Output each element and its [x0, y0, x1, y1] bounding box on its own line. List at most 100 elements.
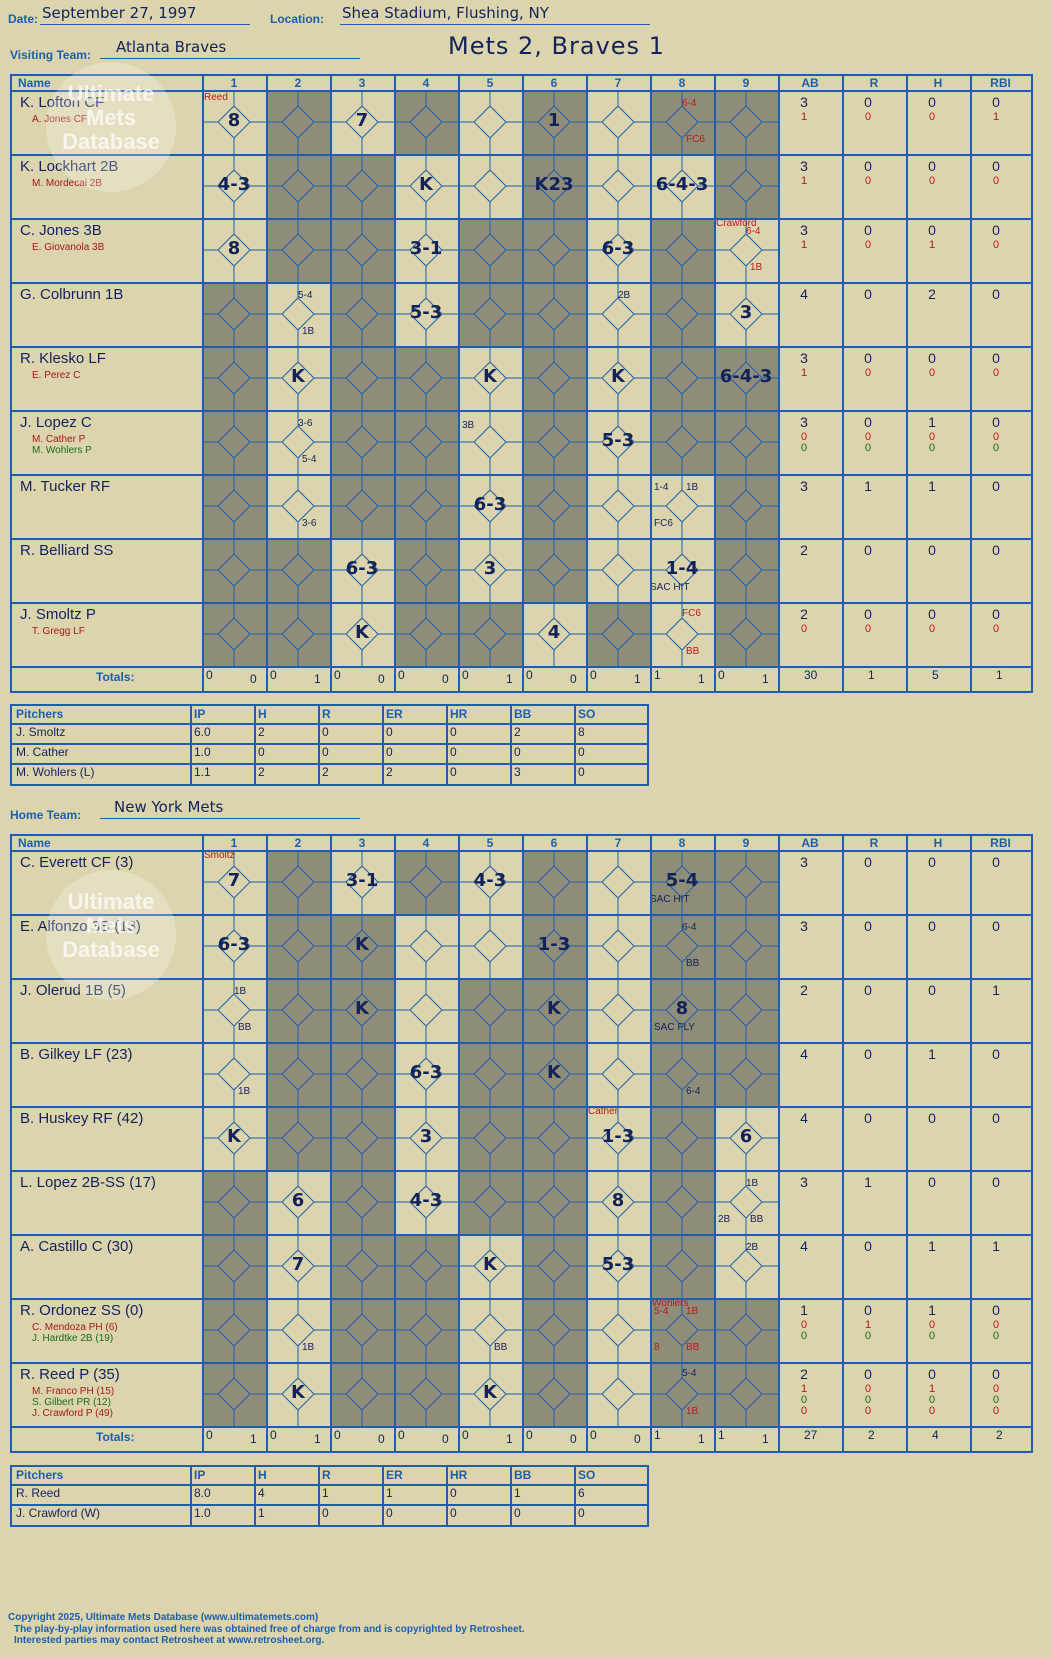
diamond-icon — [202, 978, 266, 1042]
batter-h: 0 — [928, 606, 936, 622]
play-result: K — [227, 1126, 241, 1147]
inning-hits: 0 — [570, 1432, 577, 1446]
diamond-icon — [586, 282, 650, 346]
play-note: 5-4 — [298, 290, 313, 301]
play-note: Reed — [204, 92, 228, 103]
inning-cell: 3B — [458, 410, 522, 474]
inning-cell: 1 — [522, 90, 586, 154]
date-label: Date: — [8, 12, 39, 26]
grid-line — [202, 836, 204, 1451]
inning-hits: 0 — [570, 672, 577, 686]
batter-h: 0 — [928, 222, 936, 238]
batter-h: 0 — [928, 1366, 936, 1382]
play-note: 1B — [686, 1406, 699, 1417]
inning-cell — [458, 1106, 522, 1170]
pitcher-er: 0 — [386, 725, 393, 739]
diamond-icon — [714, 914, 778, 978]
batter-h: 0 — [928, 94, 936, 110]
diamond-icon — [458, 90, 522, 154]
diamond-icon — [714, 282, 778, 346]
inning-cell — [458, 154, 522, 218]
diamond-icon — [650, 538, 714, 602]
diamond-icon — [266, 218, 330, 282]
pitcher-hr: 0 — [450, 745, 457, 759]
column-header: 1 — [230, 76, 238, 90]
batter-h: 0 — [928, 1110, 936, 1126]
play-result: 6-3 — [217, 934, 251, 955]
substitute-name: E. Perez C — [32, 370, 81, 381]
inning-cell — [330, 154, 394, 218]
batter-name: A. Castillo C (30) — [20, 1238, 134, 1255]
diamond-icon — [458, 914, 522, 978]
column-header: 2 — [294, 836, 302, 850]
inning-runs: 1 — [654, 1428, 661, 1442]
watermark-bottom: Ultimate Mets Database — [46, 870, 176, 1000]
batter-name: B. Gilkey LF (23) — [20, 1046, 133, 1063]
pitcher-column-header: ER — [386, 707, 403, 721]
pitcher-column-header: BB — [514, 707, 532, 721]
inning-cell: 2B — [586, 282, 650, 346]
batter-r: 0 — [864, 442, 872, 454]
diamond-icon — [650, 1362, 714, 1426]
batter-rbi: 0 — [992, 367, 1000, 379]
inning-cell — [458, 1042, 522, 1106]
batter-r: 0 — [864, 1366, 872, 1382]
grid-line — [510, 706, 512, 784]
play-note: SAC HIT — [650, 894, 690, 905]
diamond-icon — [266, 474, 330, 538]
inning-cell: 3 — [714, 282, 778, 346]
play-result: 3-1 — [345, 870, 379, 891]
batter-ab: 1 — [800, 175, 808, 187]
diamond-icon — [266, 1042, 330, 1106]
play-note: FC6 — [682, 608, 701, 619]
diamond-icon — [394, 1170, 458, 1234]
diamond-icon — [266, 1362, 330, 1426]
home-team-label: Home Team: — [10, 808, 82, 822]
grid-line — [12, 218, 1031, 220]
grid-line — [650, 836, 652, 1451]
inning-cell: 6-3 — [586, 218, 650, 282]
batter-ab: 0 — [800, 623, 808, 635]
batter-rbi: 1 — [992, 1238, 1000, 1254]
play-note: 1B — [238, 1086, 251, 1097]
batter-ab: 4 — [800, 1046, 808, 1062]
batter-rbi: 0 — [992, 1110, 1000, 1126]
diamond-icon — [266, 90, 330, 154]
inning-cell — [266, 978, 330, 1042]
diamond-icon — [330, 978, 394, 1042]
pitcher-r: 1 — [322, 1486, 329, 1500]
diamond-icon — [458, 1106, 522, 1170]
inning-cell: 6-4-3 — [714, 346, 778, 410]
diamond-icon — [586, 218, 650, 282]
batter-name: J. Olerud 1B (5) — [20, 982, 126, 999]
home-team-underline — [100, 818, 360, 819]
batter-ab: 0 — [800, 1319, 808, 1331]
diamond-icon — [266, 538, 330, 602]
batter-name: R. Belliard SS — [20, 542, 114, 559]
inning-hits: 1 — [634, 672, 641, 686]
inning-cell — [394, 850, 458, 914]
inning-cell — [330, 474, 394, 538]
location-label: Location: — [270, 12, 324, 26]
inning-cell: K — [522, 1042, 586, 1106]
inning-cell: 6-3 — [458, 474, 522, 538]
diamond-icon — [394, 1234, 458, 1298]
inning-runs: 0 — [590, 668, 597, 682]
diamond-icon — [650, 154, 714, 218]
pitcher-column-header: R — [322, 707, 331, 721]
batter-rbi: 0 — [992, 431, 1000, 443]
pitcher-name: M. Cather — [16, 745, 69, 759]
play-result: 5-3 — [601, 1254, 635, 1275]
grid-line — [12, 282, 1031, 284]
diamond-icon — [202, 346, 266, 410]
inning-cell: 3-6 5-4 — [266, 410, 330, 474]
diamond-icon — [394, 1298, 458, 1362]
diamond-icon — [330, 410, 394, 474]
play-result: K — [419, 174, 433, 195]
diamond-icon — [266, 154, 330, 218]
column-header: 8 — [678, 76, 686, 90]
grid-line — [12, 1170, 1031, 1172]
inning-cell: 1-4 SAC HIT — [650, 538, 714, 602]
play-result: 6-3 — [409, 1062, 443, 1083]
diamond-icon — [586, 1298, 650, 1362]
